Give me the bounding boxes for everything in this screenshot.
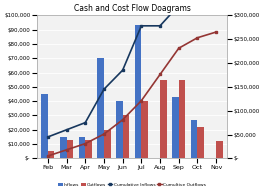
Bar <box>179 80 185 158</box>
Title: Cash and Cost Flow Doagrams: Cash and Cost Flow Doagrams <box>74 4 190 13</box>
Cumultive Outflows <box>84 142 87 145</box>
Cumultive Outflows <box>215 31 218 33</box>
Line: Cumultive Outflows: Cumultive Outflows <box>47 31 217 157</box>
Bar <box>116 101 123 158</box>
Bar <box>85 140 92 158</box>
Bar <box>104 130 111 158</box>
Bar <box>216 141 223 158</box>
Cumultive Outflows <box>65 149 68 151</box>
Bar <box>79 137 85 158</box>
Bar <box>160 80 167 158</box>
Line: Cumulative Inflows: Cumulative Inflows <box>47 0 217 138</box>
Cumultive Outflows <box>196 37 199 39</box>
Cumulative Inflows <box>140 25 143 27</box>
Cumultive Outflows <box>140 100 143 102</box>
Cumulative Inflows <box>177 4 180 6</box>
Cumulative Inflows <box>102 88 106 90</box>
Cumulative Inflows <box>158 25 162 27</box>
Cumultive Outflows <box>158 73 162 76</box>
Bar <box>172 97 179 158</box>
Bar <box>97 58 104 158</box>
Cumultive Outflows <box>102 133 106 135</box>
Bar <box>141 101 148 158</box>
Cumultive Outflows <box>177 47 180 49</box>
Cumulative Inflows <box>46 136 49 138</box>
Legend: Inflows, Outflows, Cumulative Inflows, Cumultive Outflows: Inflows, Outflows, Cumulative Inflows, C… <box>56 181 208 189</box>
Bar <box>191 120 197 158</box>
Bar <box>60 137 67 158</box>
Cumulative Inflows <box>65 129 68 131</box>
Cumulative Inflows <box>84 121 87 124</box>
Cumulative Inflows <box>121 69 124 71</box>
Bar <box>41 94 48 158</box>
Bar <box>197 127 204 158</box>
Bar <box>48 151 54 158</box>
Bar <box>135 25 141 158</box>
Cumultive Outflows <box>46 155 49 157</box>
Cumultive Outflows <box>121 119 124 121</box>
Bar <box>123 116 129 158</box>
Bar <box>67 140 73 158</box>
